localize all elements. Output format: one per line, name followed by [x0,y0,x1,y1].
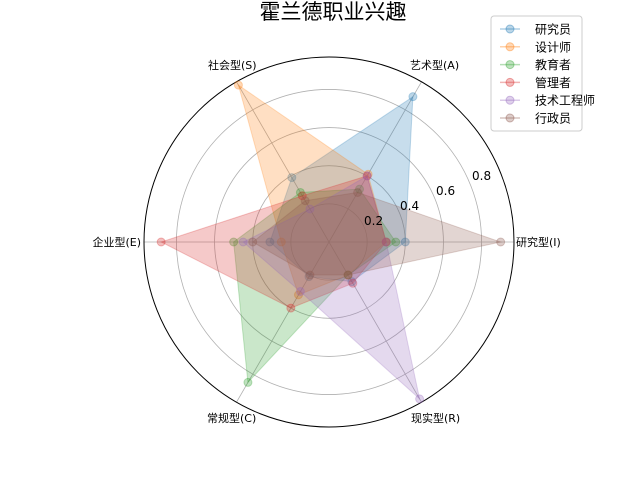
data-point [293,290,303,300]
data-point [276,237,286,247]
data-point [295,187,305,197]
series-行政员 [248,187,506,280]
data-point [229,237,239,247]
legend-marker [505,24,515,34]
data-point [400,237,410,247]
data-point [233,80,243,90]
data-point [391,237,401,247]
data-point [304,272,314,282]
axis-label: 研究型(I) [516,235,561,249]
data-point [297,191,307,201]
legend-item: 技术工程师 [500,93,595,108]
data-point [243,377,253,387]
data-point [347,277,357,287]
grid-spoke [328,81,422,243]
legend-item: 设计师 [500,40,571,54]
grid-spoke [236,81,330,243]
series-area [159,175,387,309]
data-point [343,270,353,280]
legend-marker [505,95,515,105]
data-point [496,237,506,247]
data-point [295,287,305,297]
series-area [251,191,503,276]
data-point [287,173,297,183]
data-point [408,92,418,102]
legend-item: 行政员 [500,112,571,126]
data-point [381,237,391,247]
legend-label: 技术工程师 [535,93,595,108]
data-point [305,270,315,280]
axis-label: 企业型(E) [92,235,141,249]
grid-spoke [328,241,422,403]
axis-label: 社会型(S) [208,58,257,72]
axis-label: 艺术型(A) [410,58,459,72]
data-point [300,196,310,206]
data-point [362,171,372,181]
data-point [238,237,248,247]
radial-tick-label: 0.8 [472,169,491,183]
series-设计师 [233,80,391,300]
legend-label: 管理者 [535,75,571,90]
axis-label: 常规型(C) [207,411,256,425]
data-point [381,237,391,247]
radial-tick-label: 0.2 [364,214,383,228]
legend-label: 研究员 [535,22,571,37]
radial-tick-label: 0.6 [436,184,455,198]
legend-item: 研究员 [500,22,571,37]
data-point [286,303,296,313]
radar-grid [143,56,515,428]
outer-frame [143,56,515,428]
data-point [381,237,391,247]
series-area [233,188,397,384]
legend-item: 教育者 [500,57,571,72]
grid-spoke [236,241,330,403]
radial-tick-label: 0.4 [400,199,419,213]
series-area [237,83,387,296]
series-管理者 [156,171,391,313]
legend-item: 管理者 [500,75,571,90]
radar-axis-labels: 现实型(R) 研究型(I) 艺术型(A) 社会型(S) 企业型(E) 常规型(C) [92,58,560,425]
legend-marker [505,42,515,52]
legend-marker [505,77,515,87]
radial-tick-labels: 0.2 0.4 0.6 0.8 [364,169,491,228]
legend-marker [505,60,515,70]
data-point [363,169,373,179]
data-point [355,184,365,194]
data-point [348,278,358,288]
series-研究员 [265,92,418,287]
data-point [343,270,353,280]
series-技术工程师 [238,171,425,404]
legend-label: 教育者 [535,57,571,72]
data-point [353,187,363,197]
data-point [156,237,166,247]
series-教育者 [229,184,401,387]
data-point [305,204,315,214]
data-point [248,237,258,247]
legend-marker [505,113,515,123]
radar-series [156,80,506,404]
data-point [343,270,353,280]
data-point [415,394,425,404]
data-point [362,171,372,181]
legend-label: 行政员 [535,112,571,126]
legend-frame [490,15,583,132]
axis-label: 现实型(R) [411,411,460,425]
series-area [242,175,421,401]
data-point [265,237,275,247]
series-area [269,95,414,283]
chart-title: 霍兰德职业兴趣 [260,0,407,24]
legend-label: 设计师 [535,40,571,54]
